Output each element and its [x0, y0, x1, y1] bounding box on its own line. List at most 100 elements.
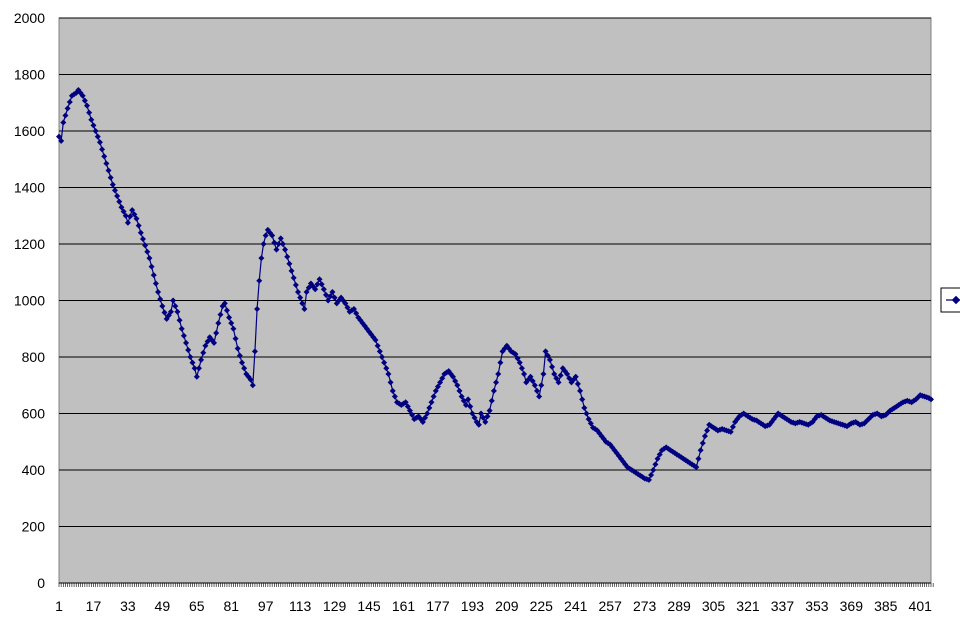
data-point [652, 461, 659, 468]
data-point [228, 320, 235, 327]
data-point [60, 119, 67, 126]
x-tick-label: 65 [189, 598, 205, 614]
x-tick-label: 33 [120, 598, 136, 614]
data-point [490, 387, 497, 394]
data-point [256, 277, 263, 284]
data-point [419, 418, 426, 425]
x-tick-label: 353 [805, 598, 829, 614]
data-point [172, 303, 179, 310]
data-point [66, 99, 73, 106]
data-point [454, 382, 461, 389]
data-point [486, 407, 493, 414]
x-tick-label: 17 [86, 598, 102, 614]
data-point [88, 116, 95, 123]
data-point [648, 471, 655, 478]
data-point [127, 213, 134, 220]
data-point [178, 325, 185, 332]
data-point [282, 246, 289, 253]
x-tick-label: 177 [426, 598, 450, 614]
data-point [512, 351, 519, 358]
data-point [482, 418, 489, 425]
data-point [247, 376, 254, 383]
data-point [538, 382, 545, 389]
x-tick-label: 97 [258, 598, 274, 614]
data-point [656, 451, 663, 458]
x-tick-label: 273 [633, 598, 657, 614]
data-point [551, 370, 558, 377]
data-point [439, 375, 446, 382]
data-point [699, 440, 706, 447]
data-point [131, 211, 138, 218]
data-point [111, 187, 118, 194]
data-point [174, 308, 181, 315]
data-point [478, 410, 484, 417]
data-point [292, 281, 299, 288]
data-point [142, 242, 149, 249]
y-tick-label: 400 [22, 462, 46, 478]
y-tick-label: 2000 [14, 10, 45, 26]
y-tick-label: 1600 [14, 123, 45, 139]
data-point [404, 403, 411, 410]
data-point [385, 370, 392, 377]
data-point [555, 379, 562, 386]
data-point [318, 281, 325, 288]
y-tick-label: 1000 [14, 293, 45, 309]
x-tick-label: 81 [223, 598, 239, 614]
data-point [428, 399, 435, 406]
data-point [521, 370, 528, 377]
data-point [301, 305, 308, 312]
data-point [135, 222, 142, 229]
data-point [133, 215, 140, 222]
x-axis: 1 17 33 49 65 81 97 113 129 145 161 177 193 209 225 241… [55, 582, 934, 614]
y-tick-label: 0 [37, 575, 45, 591]
data-point [564, 370, 571, 377]
data-point [279, 241, 286, 247]
data-point [234, 345, 241, 352]
data-point [553, 375, 560, 382]
data-point [90, 122, 97, 129]
data-point [729, 423, 736, 430]
data-point [432, 387, 439, 394]
data-point [378, 354, 385, 360]
data-point [232, 335, 239, 342]
data-point [129, 207, 136, 214]
data-point [533, 387, 540, 394]
data-point [170, 297, 177, 304]
data-point [167, 308, 174, 315]
data-point [120, 208, 127, 215]
data-point [542, 348, 549, 355]
data-point [81, 97, 88, 104]
x-tick-label: 289 [667, 598, 691, 614]
data-point [58, 137, 65, 144]
data-point [422, 414, 429, 421]
data-point [137, 229, 144, 236]
data-point [350, 305, 357, 312]
data-point [193, 373, 200, 380]
data-point [409, 411, 416, 418]
data-point [230, 325, 237, 332]
data-point [101, 153, 108, 160]
data-point [297, 294, 304, 301]
data-point [116, 198, 123, 205]
data-point [114, 192, 121, 199]
data-point [527, 373, 534, 380]
data-point [342, 300, 349, 307]
data-point [495, 370, 502, 377]
x-tick-label: 49 [155, 598, 171, 614]
data-point [299, 300, 306, 307]
y-tick-label: 800 [22, 349, 46, 365]
data-point [381, 359, 388, 366]
x-tick-label: 337 [771, 598, 795, 614]
data-point [200, 349, 207, 356]
data-point [150, 272, 157, 279]
data-point [426, 404, 433, 411]
data-point [86, 109, 93, 116]
data-point [475, 421, 482, 428]
x-tick-label: 161 [392, 598, 416, 614]
data-point [103, 160, 110, 167]
data-point [92, 128, 99, 134]
data-point [376, 348, 383, 355]
data-point [374, 342, 381, 349]
data-point [531, 382, 538, 389]
data-point [437, 379, 444, 386]
